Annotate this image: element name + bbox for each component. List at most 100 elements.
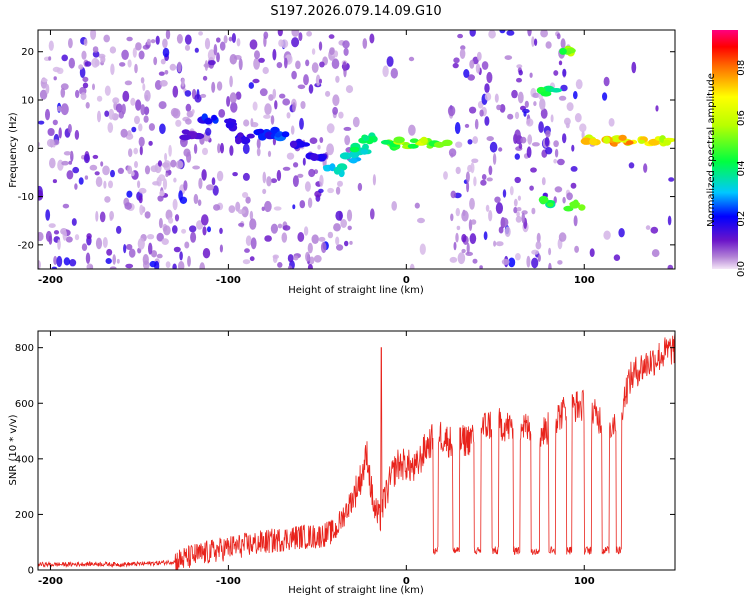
- spectrogram-cell: [299, 117, 304, 130]
- spectrogram-cell: [453, 241, 457, 251]
- spectrogram-cell: [386, 56, 394, 67]
- spectrogram-cell: [125, 133, 134, 140]
- spectrogram-cell: [571, 144, 575, 152]
- spectrogram-cell: [668, 177, 675, 182]
- spectrogram-cell: [469, 59, 475, 69]
- spectrogram-cell: [208, 60, 216, 66]
- ridge-cell: [407, 143, 419, 149]
- spectrogram-cell: [135, 99, 142, 111]
- spectrogram-cell: [130, 170, 135, 177]
- spectrogram-cell: [248, 82, 254, 89]
- spectrogram-cell: [548, 262, 552, 269]
- spectrogram-cell: [311, 62, 319, 73]
- spectrogram-cell: [514, 129, 521, 142]
- bottom-plot-frame: [37, 330, 676, 571]
- spectrogram-cell: [618, 228, 625, 238]
- spectrogram-cell: [408, 56, 415, 62]
- spectrogram-cell: [191, 109, 195, 115]
- spectrogram-cell: [57, 159, 64, 171]
- spectrogram-cell: [169, 63, 177, 71]
- spectrogram-cell: [104, 196, 111, 203]
- spectrogram-cell: [104, 110, 110, 117]
- bottom-y-axis-label: SNR (10 * v/v): [8, 414, 19, 485]
- spectrogram-cell: [541, 177, 546, 186]
- spectrogram-cell: [319, 61, 325, 68]
- spectrogram-cell: [52, 66, 61, 73]
- spectrogram-cell: [126, 190, 133, 198]
- spectrogram-cell: [489, 141, 498, 153]
- colorbar-tick-label: 0.0: [736, 261, 747, 277]
- y-tick-label: 0: [28, 144, 34, 155]
- spectrogram-cell: [613, 254, 621, 261]
- spectrogram-cell: [344, 240, 349, 247]
- spectrogram-cell: [249, 218, 257, 230]
- spectrogram-cell: [140, 77, 145, 84]
- spectrogram-cell: [292, 102, 296, 113]
- spectrogram-cell: [537, 254, 541, 262]
- spectrogram-cell: [137, 237, 145, 250]
- x-tick-label: 100: [574, 576, 595, 587]
- spectrogram-cell: [308, 168, 316, 178]
- spectrogram-cell: [198, 31, 204, 36]
- spectrogram-cell: [506, 30, 515, 36]
- spectrogram-cell: [161, 162, 170, 168]
- spectrogram-cell: [124, 202, 132, 210]
- spectrogram-cell: [148, 123, 155, 131]
- spectrogram-cell: [558, 95, 567, 101]
- spectrogram-cell: [192, 165, 201, 170]
- spectrogram-cell: [53, 255, 58, 265]
- spectrogram-cell: [142, 254, 149, 266]
- spectrogram-cell: [526, 118, 534, 127]
- spectrogram-cell: [92, 46, 99, 53]
- spectrogram-cell: [335, 210, 344, 221]
- spectrogram-cell: [516, 64, 523, 69]
- spectrogram-cell: [469, 233, 477, 245]
- spectrogram-cell: [327, 231, 334, 239]
- spectrogram-cell: [164, 70, 169, 75]
- spectrogram-cell: [483, 231, 488, 241]
- spectrogram-cell: [127, 59, 132, 68]
- spectrogram-cell: [48, 56, 52, 61]
- spectrogram-cell: [655, 105, 659, 112]
- spectrogram-cell: [667, 215, 672, 226]
- spectrogram-cell: [126, 244, 133, 250]
- ridge-cell: [329, 163, 336, 172]
- spectrogram-cell: [74, 129, 80, 140]
- spectrogram-cell: [523, 111, 527, 117]
- spectrogram-cell: [106, 248, 113, 256]
- spectrogram-cell: [134, 161, 138, 168]
- ridge-cell: [289, 140, 298, 148]
- top-x-axis-label: Height of straight line (km): [288, 285, 424, 296]
- spectrogram-cell: [297, 232, 305, 242]
- spectrogram-cell: [531, 142, 540, 147]
- ridge-cell: [211, 114, 218, 121]
- spectrogram-cell: [89, 164, 98, 171]
- spectrogram-cell: [558, 60, 563, 66]
- spectrogram-cell: [450, 213, 454, 222]
- y-tick-label: 200: [15, 510, 34, 521]
- spectrogram-cell: [193, 193, 199, 205]
- spectrogram-cell: [63, 257, 71, 266]
- spectrogram-cell: [156, 232, 164, 242]
- spectrogram-cell: [219, 227, 223, 234]
- spectrogram-cell: [95, 237, 103, 250]
- spectrogram-cell: [179, 251, 183, 261]
- spectrogram-cell: [122, 90, 130, 102]
- spectrogram-cell: [450, 190, 457, 199]
- spectrogram-cell: [130, 97, 136, 106]
- ridge-cell: [618, 134, 627, 141]
- spectrogram-cell: [256, 147, 261, 157]
- spectrogram-cell: [49, 157, 56, 169]
- spectrogram-cell: [553, 140, 559, 148]
- spectrogram-cell: [83, 153, 90, 164]
- spectrogram-cell: [53, 76, 57, 81]
- spectrogram-cell: [78, 64, 84, 70]
- spectrogram-cell: [369, 33, 375, 44]
- spectrogram-cell: [258, 57, 265, 63]
- spectrogram-cell: [461, 248, 466, 254]
- spectrogram-cell: [230, 101, 238, 113]
- spectrogram-cell: [172, 108, 181, 119]
- spectrogram-cell: [449, 256, 458, 263]
- spectrogram-cell: [291, 70, 297, 80]
- ridge-cell: [246, 133, 255, 139]
